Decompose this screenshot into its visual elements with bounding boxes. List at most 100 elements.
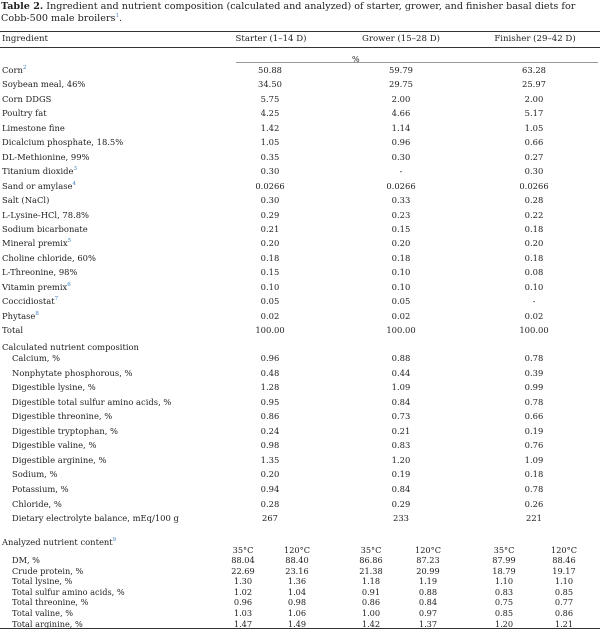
analyzed-value: 1.10 (494, 576, 514, 587)
analyzed-value: 1.49 (287, 618, 307, 629)
grower-value: 0.73 (391, 411, 411, 422)
calculated-row: Dietary electrolyte balance, mEq/100 g 26… (0, 511, 600, 525)
ingredient-name: DL-Methionine, 99% (2, 151, 90, 162)
finisher-value: 0.02 (524, 310, 544, 321)
ingredient-name: Soybean meal, 46% (2, 79, 86, 90)
calculated-row: Chloride, % 0.28 0.29 0.26 (0, 497, 600, 511)
nutrient-name: Total sulfur amino acids, % (12, 586, 125, 597)
grower-value: 0.10 (391, 267, 411, 278)
ingredient-name: Vitamin premix6 (2, 281, 71, 292)
analyzed-value: 1.42 (361, 618, 381, 629)
ingredient-row: Limestone fine 1.42 1.14 1.05 (0, 121, 600, 135)
analyzed-value: 0.88 (418, 586, 438, 597)
grower-value: 0.18 (391, 252, 411, 263)
grower-value: 1.20 (391, 454, 411, 465)
finisher-value: 0.18 (524, 252, 544, 263)
analyzed-row: Total arginine, % 1.47 1.49 1.42 1.37 1.20 1.2… (0, 619, 600, 630)
finisher-value: 0.78 (524, 353, 544, 363)
ingredient-footnote: 7 (54, 296, 59, 303)
ingredient-row: Corn2 50.88 59.79 63.28 (0, 63, 600, 77)
grower-value: 0.84 (391, 396, 411, 407)
finisher-value: 0.08 (524, 267, 544, 278)
nutrient-name: Digestible lysine, % (12, 382, 96, 393)
starter-value: 0.98 (260, 440, 280, 451)
finisher-value: 0.22 (524, 209, 544, 220)
finisher-value: 0.19 (524, 425, 544, 436)
grower-value: 0.84 (391, 483, 411, 494)
ingredient-name: Sodium bicarbonate (2, 223, 88, 234)
starter-value: 0.10 (260, 281, 280, 292)
ingredient-row: Mineral premix5 0.20 0.20 0.20 (0, 236, 600, 250)
finisher-value: 100.00 (519, 325, 549, 336)
finisher-value: 0.78 (524, 396, 544, 407)
starter-value: 4.25 (260, 108, 280, 119)
nutrient-name: Total lysine, % (12, 576, 73, 587)
grower-value: 0.23 (391, 209, 411, 220)
header-starter: Starter (1–14 D) (235, 34, 307, 44)
grower-value: 0.02 (391, 310, 411, 321)
starter-value: 0.96 (260, 353, 280, 363)
nutrient-name: Chloride, % (12, 498, 62, 509)
finisher-value: 0.18 (524, 223, 544, 234)
nutrient-name: Digestible tryptophan, % (12, 425, 119, 436)
temperature-row: 35°C 120°C 35°C 120°C 35°C 120°C (0, 545, 600, 556)
ingredient-name: Dicalcium phosphate, 18.5% (2, 137, 124, 148)
header-row: Ingredient Starter (1–14 D) Grower (15–2… (0, 32, 600, 46)
analyzed-value: 1.19 (418, 576, 438, 587)
caption-footnote: 1 (115, 12, 119, 19)
starter-value: 0.29 (260, 209, 280, 220)
analyzed-value: 1.21 (554, 618, 574, 629)
analyzed-value: 88.04 (231, 555, 255, 565)
grower-value: 0.10 (391, 281, 411, 292)
analyzed-value: 0.83 (494, 586, 514, 597)
analyzed-value: 1.00 (361, 608, 381, 618)
calculated-row: Nonphytate phosphorous, % 0.48 0.44 0.39 (0, 366, 600, 380)
ingredient-row: L-Threonine, 98% 0.15 0.10 0.08 (0, 265, 600, 279)
grower-value: 1.09 (391, 382, 411, 393)
analyzed-value: 1.02 (233, 586, 253, 597)
starter-value: 0.48 (260, 367, 280, 378)
starter-value: 34.50 (258, 79, 282, 90)
analyzed-title-label: Analyzed nutrient content (2, 537, 113, 547)
finisher-value: 0.20 (524, 238, 544, 249)
analyzed-value: 1.37 (418, 618, 438, 629)
analyzed-value: 87.23 (416, 555, 440, 565)
analyzed-value: 22.69 (231, 565, 255, 576)
starter-value: 267 (262, 513, 278, 524)
nutrient-name: Calcium, % (12, 353, 61, 363)
temperature-label: 120°C (415, 545, 441, 555)
starter-value: 0.05 (260, 296, 280, 307)
grower-value: 29.75 (389, 79, 413, 90)
finisher-value: 0.66 (524, 137, 544, 148)
finisher-value: 0.26 (524, 498, 544, 509)
analyzed-value: 1.20 (494, 618, 514, 629)
ingredient-row: Corn DDGS 5.75 2.00 2.00 (0, 92, 600, 106)
grower-value: 0.19 (391, 469, 411, 480)
analyzed-value: 19.17 (552, 565, 576, 576)
grower-value: 0.96 (391, 137, 411, 148)
ingredient-row: Sodium bicarbonate 0.21 0.15 0.18 (0, 222, 600, 236)
ingredient-footnote: 2 (22, 65, 27, 72)
analyzed-value: 0.86 (361, 597, 381, 608)
nutrient-name: DM, % (12, 555, 40, 565)
ingredient-footnote: 4 (72, 180, 76, 187)
ingredient-name: Corn2 (2, 65, 27, 75)
analyzed-value: 86.86 (359, 555, 383, 565)
analyzed-value: 0.91 (361, 586, 381, 597)
calculated-row: Digestible arginine, % 1.35 1.20 1.09 (0, 453, 600, 467)
analyzed-value: 1.36 (287, 576, 307, 587)
starter-value: 0.18 (260, 252, 280, 263)
analyzed-value: 0.77 (554, 597, 574, 608)
ingredient-name: Choline chloride, 60% (2, 252, 96, 263)
header-finisher: Finisher (29–42 D) (494, 34, 576, 44)
temperature-label: 120°C (284, 545, 310, 555)
ingredient-row: Phytase8 0.02 0.02 0.02 (0, 309, 600, 323)
ingredient-name: L-Lysine-HCl, 78.8% (2, 209, 90, 220)
grower-value: 0.0266 (386, 180, 416, 191)
analyzed-row: Total sulfur amino acids, % 1.02 1.04 0.91 0… (0, 587, 600, 598)
ingredient-name: Titanium dioxide3 (2, 166, 77, 177)
starter-value: 1.28 (260, 382, 280, 393)
ingredient-name: Corn DDGS (2, 93, 52, 104)
grower-value: 0.33 (391, 195, 411, 206)
grower-value: 4.66 (391, 108, 411, 119)
